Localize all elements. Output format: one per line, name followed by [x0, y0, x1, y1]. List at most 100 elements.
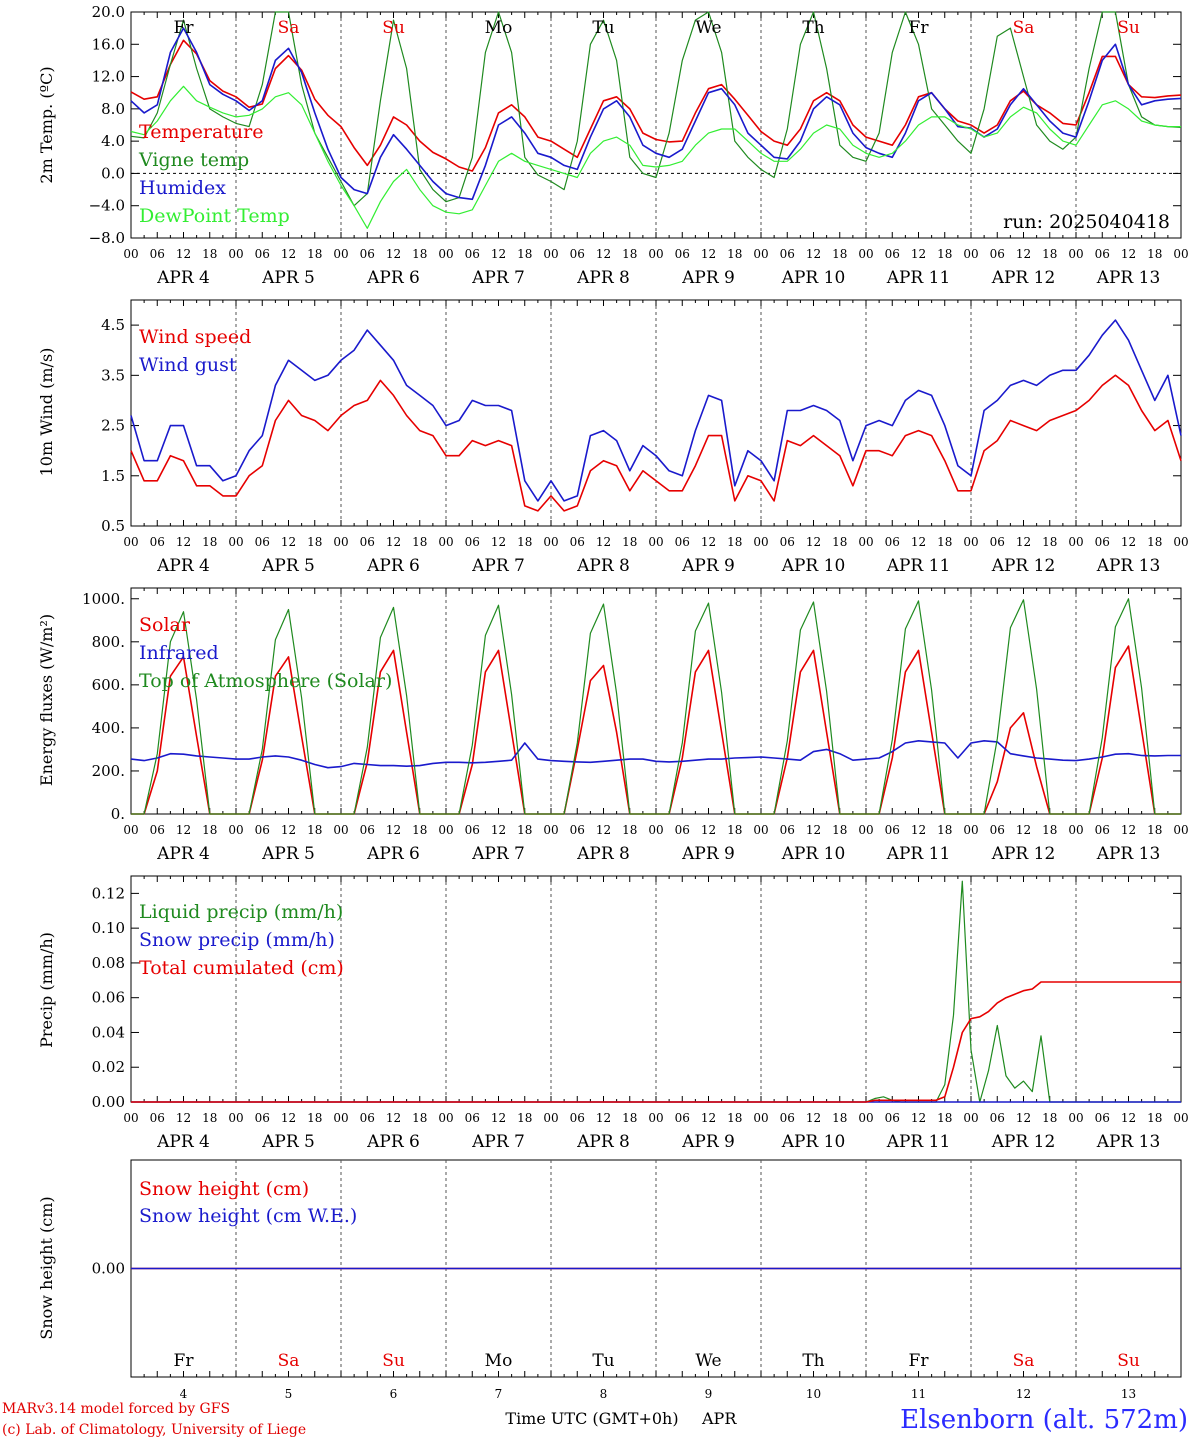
weekday-label: Fr: [909, 18, 930, 38]
hour-label: 12: [491, 1111, 506, 1125]
hour-label: 12: [386, 823, 401, 837]
chart-panel-2: 4.5 3.5 2.5 1.5 0.5 10m Wind (m/s) Wind speed W…: [37, 299, 1189, 576]
date-label: APR 7: [471, 556, 525, 576]
date-label: APR 5: [261, 844, 315, 864]
weekday-label: Tu: [592, 1351, 614, 1371]
hour-label: 18: [832, 1111, 847, 1125]
hour-label: 18: [412, 1111, 427, 1125]
y-tick-label: 0.02: [92, 1058, 125, 1076]
hour-label: 00: [438, 535, 453, 549]
y-tick-label: −4.0: [89, 197, 125, 215]
date-label: APR 6: [366, 556, 420, 576]
hour-label: 18: [1147, 247, 1162, 261]
hour-label: 06: [885, 535, 900, 549]
date-label: APR 7: [471, 268, 525, 288]
hour-label: 06: [255, 1111, 270, 1125]
day-number-label: 9: [705, 1387, 713, 1401]
hour-label: 12: [806, 823, 821, 837]
date-label: APR 13: [1096, 556, 1161, 576]
hour-label: 12: [176, 823, 191, 837]
day-number-label: 7: [495, 1387, 503, 1401]
date-label: APR 11: [886, 844, 951, 864]
hour-label: 12: [281, 823, 296, 837]
hour-label: 18: [1042, 1111, 1057, 1125]
hour-label: 12: [491, 823, 506, 837]
y-tick-label: −8.0: [89, 229, 125, 247]
date-label: APR 6: [366, 844, 420, 864]
weekday-label: Mo: [485, 1351, 513, 1371]
legend-entry: Snow height (cm W.E.): [139, 1205, 357, 1227]
hour-label: 06: [990, 1111, 1005, 1125]
hour-label: 12: [386, 535, 401, 549]
legend-entry: Wind gust: [139, 354, 237, 376]
hour-label: 00: [858, 1111, 873, 1125]
y-tick-label: 800.: [92, 633, 125, 651]
hour-label: 00: [1173, 823, 1188, 837]
hour-label: 00: [753, 823, 768, 837]
legend-entry: DewPoint Temp: [139, 205, 290, 227]
y-axis-title: Energy fluxes (W/m²): [37, 614, 56, 786]
hour-label: 06: [150, 823, 165, 837]
hour-label: 18: [622, 247, 637, 261]
hour-label: 18: [937, 1111, 952, 1125]
y-tick-label: 4.0: [101, 132, 125, 150]
hour-label: 12: [491, 535, 506, 549]
hour-label: 00: [858, 247, 873, 261]
hour-label: 12: [701, 1111, 716, 1125]
hour-label: 18: [937, 823, 952, 837]
hour-label: 00: [543, 1111, 558, 1125]
hour-label: 06: [990, 247, 1005, 261]
y-tick-label: 16.0: [92, 35, 125, 53]
hour-label: 00: [753, 247, 768, 261]
hour-label: 12: [596, 823, 611, 837]
hour-label: 18: [832, 823, 847, 837]
date-label: APR 12: [991, 1132, 1056, 1152]
date-label: APR 9: [681, 1132, 735, 1152]
hour-label: 06: [465, 1111, 480, 1125]
y-tick-label: 400.: [92, 719, 125, 737]
hour-label: 06: [360, 823, 375, 837]
y-tick-label: 600.: [92, 676, 125, 694]
day-number-label: 12: [1016, 1387, 1031, 1401]
hour-label: 18: [622, 535, 637, 549]
legend-entry: Liquid precip (mm/h): [139, 901, 343, 923]
hour-label: 12: [596, 535, 611, 549]
date-label: APR 5: [261, 268, 315, 288]
hour-label: 18: [727, 823, 742, 837]
hour-label: 18: [412, 535, 427, 549]
x-axis-title: Time UTC (GMT+0h): [505, 1409, 678, 1428]
date-label: APR 6: [366, 268, 420, 288]
series-line-top-of-atmosphere-solar-: [131, 598, 1181, 815]
date-label: APR 4: [156, 268, 210, 288]
hour-label: 06: [150, 247, 165, 261]
date-label: APR 4: [156, 844, 210, 864]
hour-label: 12: [911, 247, 926, 261]
hour-label: 12: [281, 247, 296, 261]
legend-entry: Snow precip (mm/h): [139, 929, 335, 951]
day-number-label: 6: [390, 1387, 398, 1401]
y-tick-label: 1.5: [101, 467, 125, 485]
hour-label: 06: [255, 823, 270, 837]
hour-label: 12: [911, 1111, 926, 1125]
date-label: APR 8: [576, 1132, 630, 1152]
y-axis-title: 10m Wind (m/s): [37, 348, 56, 477]
hour-label: 12: [1016, 823, 1031, 837]
hour-label: 18: [202, 247, 217, 261]
hour-label: 18: [517, 1111, 532, 1125]
credit-line-1: MARv3.14 model forced by GFS: [2, 1401, 230, 1417]
legend-entry: Temperature: [139, 121, 263, 143]
date-label: APR 13: [1096, 268, 1161, 288]
y-tick-label: 0.10: [92, 919, 125, 937]
hour-label: 18: [727, 535, 742, 549]
hour-label: 00: [648, 535, 663, 549]
date-label: APR 11: [886, 268, 951, 288]
weekday-label: Tu: [592, 18, 614, 38]
credit-line-2: (c) Lab. of Climatology, University of L…: [2, 1422, 306, 1438]
hour-label: 12: [701, 247, 716, 261]
hour-label: 00: [648, 1111, 663, 1125]
date-label: APR 6: [366, 1132, 420, 1152]
hour-label: 00: [123, 1111, 138, 1125]
hour-label: 06: [780, 535, 795, 549]
hour-label: 18: [517, 823, 532, 837]
chart-panel-1: 20.0 16.0 12.0 8.0 4.0 0.0 −4.0 −8.0 2m Temp. (º…: [37, 3, 1189, 288]
